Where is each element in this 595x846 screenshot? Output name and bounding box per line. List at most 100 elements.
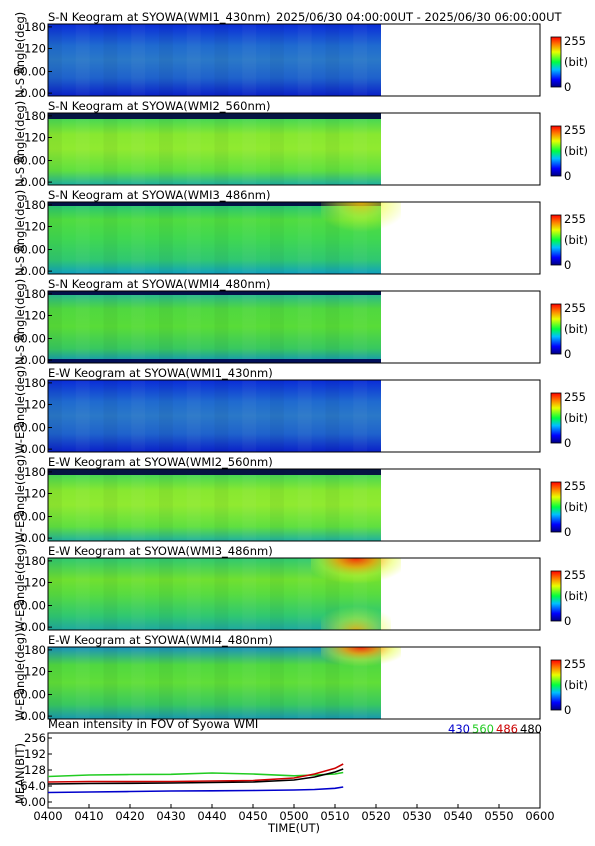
keogram-texture [104,291,118,363]
keogram-texture [76,291,90,363]
colorbar [550,36,562,88]
y-tick-label: 120 [24,664,46,678]
y-tick-label: 120 [24,486,46,500]
keogram-texture [159,24,173,96]
mean-intensity-chart: Mean intensity in FOV of Syowa WMI 430 5… [13,717,555,835]
keogram-texture [187,202,201,274]
keogram-texture [159,469,173,541]
keogram-panel: S-N Keogram at SYOWA(WMI3_486nm)180 120 60… [13,188,588,278]
chart-x-tick-label: 0510 [320,809,349,823]
keogram-texture [326,24,340,96]
keogram-edge-band [48,469,381,475]
keogram-texture [131,469,145,541]
colorbar-min-label: 0 [564,258,571,272]
colorbar-unit-label: (bit) [564,411,588,425]
keogram-texture [326,380,340,452]
keogram-texture [270,202,284,274]
keogram-texture [159,291,173,363]
keogram-texture [104,202,118,274]
chart-y-tick-label: 256 [24,731,46,745]
chart-x-tick-label: 0420 [115,809,144,823]
y-tick-label: 120 [24,41,46,55]
keogram-texture [215,469,229,541]
y-axis-label: N-S angle(deg) [13,190,27,276]
colorbar [550,570,562,622]
y-tick-label: 180 [24,198,46,212]
keogram-panel: S-N Keogram at SYOWA(WMI2_560nm)180 120 60… [13,99,588,189]
chart-y-tick-label: 0.00 [20,795,46,809]
keogram-texture [48,558,62,630]
chart-x-tick-label: 0530 [402,809,431,823]
keogram-texture [353,469,367,541]
keogram-texture [242,24,256,96]
keogram-texture [187,380,201,452]
colorbar-unit-label: (bit) [564,678,588,692]
keogram-texture [270,291,284,363]
y-tick-label: 0.00 [20,531,46,545]
aurora-brightening [321,647,401,680]
keogram-image [48,291,381,363]
chart-ylabel: MEAN(BIT) [13,743,27,804]
colorbar-max-label: 255 [564,479,586,493]
keogram-texture [215,647,229,719]
series-line-486 [47,763,344,783]
chart-x-tick-label: 0430 [156,809,185,823]
keogram-texture [131,113,145,185]
panel-frame [47,290,541,364]
y-tick-label: 120 [24,308,46,322]
keogram-texture [187,113,201,185]
y-tick-label: 60.00 [13,65,46,79]
keogram-texture [131,291,145,363]
keogram-texture [159,647,173,719]
series-line-480 [47,768,344,785]
keogram-texture [131,202,145,274]
y-tick-label: 60.00 [13,510,46,524]
colorbar-unit-label: (bit) [564,233,588,247]
keogram-texture [298,202,312,274]
panel-title: S-N Keogram at SYOWA(WMI1_430nm) [48,10,270,24]
y-tick-label: 120 [24,575,46,589]
keogram-texture [215,202,229,274]
y-tick-label: 60.00 [13,154,46,168]
keogram-texture [104,113,118,185]
keogram-texture [48,113,62,185]
keogram-image [48,380,381,452]
y-tick-label: 180 [24,109,46,123]
y-tick-label: 0.00 [20,353,46,367]
keogram-texture [159,558,173,630]
panel-title: E-W Keogram at SYOWA(WMI2_560nm) [48,455,273,469]
keogram-texture [326,113,340,185]
keogram-texture [242,291,256,363]
y-axis-label: W-E angle(deg) [13,632,27,721]
keogram-image [48,24,381,96]
y-tick-label: 60.00 [13,332,46,346]
chart-y-tick-label: 192 [24,747,46,761]
y-tick-label: 180 [24,554,46,568]
chart-x-tick-label: 0540 [443,809,472,823]
chart-x-axis: 0400 0410 0420 0430 0440 0450 0500 0510 0520 0530… [33,804,555,823]
colorbar-min-label: 0 [564,80,571,94]
keogram-texture [48,469,62,541]
keogram-texture [242,113,256,185]
keogram-texture [76,558,90,630]
keogram-texture [131,380,145,452]
keogram-texture [298,647,312,719]
keogram-texture [270,469,284,541]
chart-x-tick-label: 0450 [238,809,267,823]
colorbar-max-label: 255 [564,301,586,315]
aurora-brightening [321,590,391,630]
colorbar-unit-label: (bit) [564,55,588,69]
keogram-edge-band [48,202,381,206]
keogram-texture [353,380,367,452]
keogram-texture [215,558,229,630]
colorbar-min-label: 0 [564,347,571,361]
colorbar-max-label: 255 [564,123,586,137]
colorbar [550,481,562,533]
y-tick-label: 180 [24,287,46,301]
keogram-texture [104,380,118,452]
chart-x-tick-label: 0600 [525,809,554,823]
panel-frame [47,112,541,186]
keogram-texture [187,24,201,96]
keogram-texture [298,558,312,630]
